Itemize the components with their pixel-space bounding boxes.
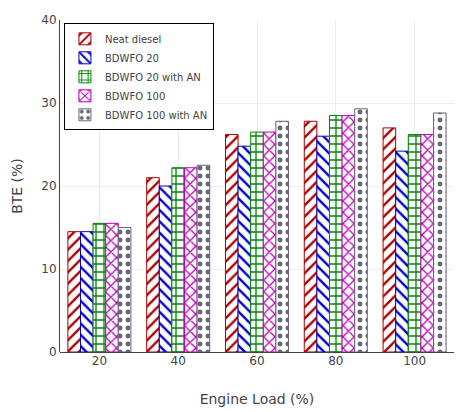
svg-text:20: 20 — [41, 179, 56, 193]
svg-text:20: 20 — [92, 354, 107, 368]
svg-text:BDWFO 100 with AN: BDWFO 100 with AN — [105, 110, 207, 121]
svg-text:Engine Load (%): Engine Load (%) — [200, 391, 315, 407]
svg-text:BDWFO 20: BDWFO 20 — [105, 53, 159, 64]
svg-text:40: 40 — [41, 13, 56, 27]
svg-text:0: 0 — [49, 345, 57, 359]
svg-text:BDWFO 100: BDWFO 100 — [105, 91, 165, 102]
svg-text:60: 60 — [249, 354, 264, 368]
svg-text:100: 100 — [403, 354, 426, 368]
svg-text:30: 30 — [41, 96, 56, 110]
svg-text:BDWFO 20 with AN: BDWFO 20 with AN — [105, 72, 201, 83]
svg-text:40: 40 — [171, 354, 186, 368]
svg-text:BTE (%): BTE (%) — [9, 158, 25, 214]
svg-text:Neat diesel: Neat diesel — [105, 34, 161, 45]
svg-text:10: 10 — [41, 262, 56, 276]
svg-text:80: 80 — [328, 354, 343, 368]
